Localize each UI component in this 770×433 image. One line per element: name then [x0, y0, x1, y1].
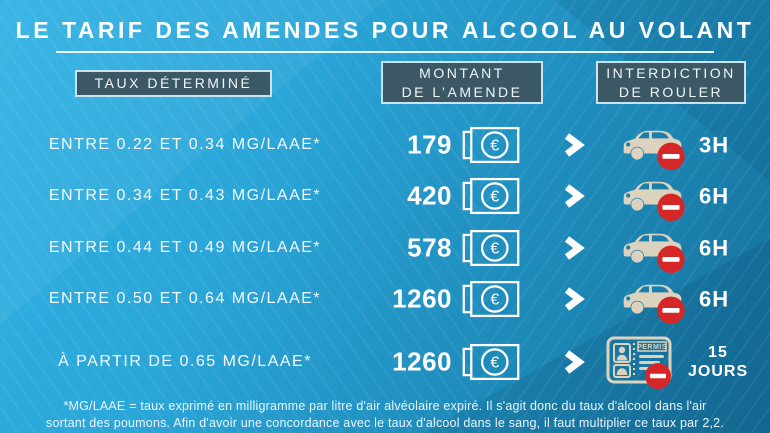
driving-license-no-entry-icon: PERMIS	[606, 334, 680, 390]
rate-label: ENTRE 0.22 ET 0.34 MG/LAAE*	[48, 136, 322, 153]
ban-duration-number: 15	[708, 344, 728, 361]
table-row: ENTRE 0.34 ET 0.43 MG/LAAE* 420 €	[0, 170, 770, 222]
footnote-line2: sortant des poumons. Afin d'avoir une co…	[46, 416, 724, 430]
page-title-prefix: LE TARIF DES AMENDES POUR	[15, 17, 462, 43]
fine-amount: 1260	[392, 346, 452, 377]
ban-cell: PERMIS 15 JOURS	[606, 334, 748, 390]
column-header-ban: INTERDICTION DE ROULER	[596, 61, 746, 104]
footnote-line1: *MG/LAAE = taux exprimé en milligramme p…	[63, 399, 707, 413]
table-row: ENTRE 0.22 ET 0.34 MG/LAAE* 179 €	[0, 119, 770, 171]
column-header-rate: TAUX DÉTERMINÉ	[75, 70, 272, 97]
column-header-amount-line1: MONTANT	[419, 64, 505, 81]
column-header-amount-line2: DE L’AMENDE	[401, 83, 523, 100]
column-header-ban-line1: INTERDICTION	[606, 64, 736, 81]
euro-banknote-icon: €	[460, 124, 522, 166]
column-header-ban-line2: DE ROULER	[618, 83, 724, 100]
ban-duration: 6H	[699, 183, 730, 208]
fine-amount: 420	[407, 180, 452, 211]
euro-symbol: €	[490, 292, 499, 309]
ban-duration: 6H	[699, 235, 730, 260]
euro-symbol: €	[490, 189, 499, 206]
table-row: ENTRE 0.50 ET 0.64 MG/LAAE* 1260 €	[0, 273, 770, 325]
chevron-right-icon	[563, 133, 585, 157]
fine-amount: 1260	[392, 283, 452, 314]
chevron-right-icon	[563, 350, 585, 374]
ban-cell: 3H	[617, 119, 729, 172]
ban-duration: 6H	[699, 286, 730, 311]
car-no-entry-icon	[617, 170, 689, 223]
ban-cell: 6H	[617, 170, 729, 223]
page-title-emphasis: ALCOOL AU VOLANT	[461, 17, 755, 43]
license-permis-label: PERMIS	[637, 344, 667, 351]
ban-duration: 3H	[699, 132, 730, 157]
fine-amount: 179	[407, 129, 452, 160]
euro-symbol: €	[490, 241, 499, 258]
title-underline	[56, 51, 714, 53]
euro-banknote-icon: €	[460, 227, 522, 269]
ban-duration-unit: JOURS	[688, 363, 749, 380]
car-no-entry-icon	[617, 119, 689, 172]
ban-cell: 6H	[617, 222, 729, 275]
rate-label: ENTRE 0.34 ET 0.43 MG/LAAE*	[48, 187, 322, 204]
ban-cell: 6H	[617, 273, 729, 326]
chevron-right-icon	[563, 184, 585, 208]
rate-label: À PARTIR DE 0.65 MG/LAAE*	[58, 353, 312, 370]
ban-duration: 15 JOURS	[688, 343, 748, 381]
euro-banknote-icon: €	[460, 341, 522, 383]
car-no-entry-icon	[617, 222, 689, 275]
euro-banknote-icon: €	[460, 278, 522, 320]
car-no-entry-icon	[617, 273, 689, 326]
column-header-rate-label: TAUX DÉTERMINÉ	[94, 75, 253, 91]
rate-label: ENTRE 0.44 ET 0.49 MG/LAAE*	[48, 239, 322, 256]
euro-symbol: €	[490, 355, 499, 372]
euro-banknote-icon: €	[460, 175, 522, 217]
table-row: ENTRE 0.44 ET 0.49 MG/LAAE* 578 €	[0, 222, 770, 274]
rate-label: ENTRE 0.50 ET 0.64 MG/LAAE*	[48, 290, 322, 307]
table-row: À PARTIR DE 0.65 MG/LAAE* 1260 €	[0, 330, 770, 394]
euro-symbol: €	[490, 138, 499, 155]
footnote: *MG/LAAE = taux exprimé en milligramme p…	[0, 398, 770, 432]
column-header-amount: MONTANT DE L’AMENDE	[381, 61, 543, 104]
fine-amount: 578	[407, 232, 452, 263]
page-title: LE TARIF DES AMENDES POUR ALCOOL AU VOLA…	[0, 17, 770, 44]
chevron-right-icon	[563, 287, 585, 311]
chevron-right-icon	[563, 236, 585, 260]
